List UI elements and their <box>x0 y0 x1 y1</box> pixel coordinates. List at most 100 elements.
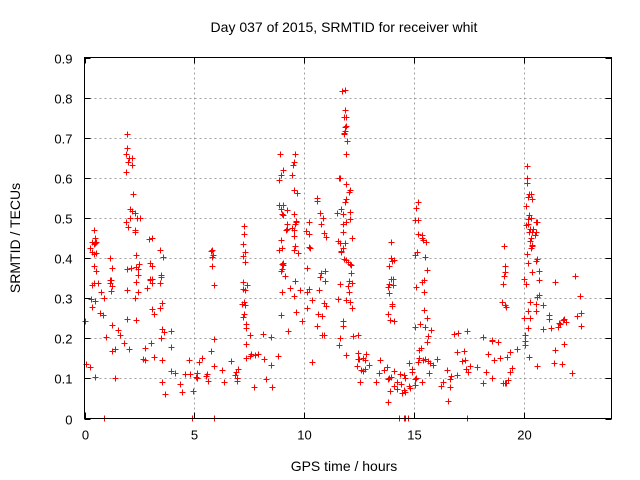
data-point <box>108 288 115 295</box>
data-point <box>428 327 435 334</box>
data-point <box>132 295 139 302</box>
data-point <box>444 367 451 374</box>
data-point <box>142 357 149 364</box>
data-point <box>209 263 216 270</box>
data-point <box>465 369 472 376</box>
data-point <box>134 215 141 222</box>
data-point <box>205 378 212 385</box>
data-point <box>127 215 134 222</box>
data-point <box>317 274 324 281</box>
data-point <box>279 211 286 218</box>
data-point <box>309 297 316 304</box>
data-point <box>548 325 555 332</box>
data-point <box>89 304 96 311</box>
data-point <box>401 372 408 379</box>
data-point <box>578 310 585 317</box>
data-point <box>397 371 404 378</box>
data-point <box>268 362 275 369</box>
data-point <box>233 369 240 376</box>
data-point <box>462 357 469 364</box>
data-point <box>211 363 218 370</box>
data-point <box>234 378 241 385</box>
data-point <box>135 272 142 279</box>
data-point <box>148 340 155 347</box>
data-point <box>291 247 298 254</box>
data-point <box>92 374 99 381</box>
data-point <box>402 375 409 382</box>
data-point <box>292 151 299 158</box>
data-point <box>144 285 151 292</box>
data-point <box>241 231 248 238</box>
data-point <box>160 254 167 261</box>
data-point <box>255 351 262 358</box>
data-point <box>399 390 406 397</box>
data-point <box>318 270 325 277</box>
data-point <box>132 227 139 234</box>
data-point <box>406 360 413 367</box>
data-point <box>434 356 441 363</box>
data-points <box>82 87 585 422</box>
data-point <box>321 332 328 339</box>
data-point <box>292 243 299 250</box>
data-point <box>284 207 291 214</box>
data-point <box>485 351 492 358</box>
data-point <box>240 314 247 321</box>
data-point <box>243 341 250 348</box>
data-point <box>489 375 496 382</box>
data-point <box>509 365 516 372</box>
data-point <box>211 282 218 289</box>
data-point <box>426 370 433 377</box>
data-point <box>290 162 297 169</box>
data-point <box>391 368 398 375</box>
data-point <box>293 309 300 316</box>
data-point <box>252 352 259 359</box>
data-point <box>87 364 94 371</box>
data-point <box>304 265 311 272</box>
data-point <box>376 370 383 377</box>
data-point <box>92 240 99 247</box>
data-point <box>546 312 553 319</box>
data-point <box>419 379 426 386</box>
data-point <box>242 249 249 256</box>
data-point <box>416 355 423 362</box>
data-point <box>514 346 521 353</box>
data-point <box>251 384 258 391</box>
data-point <box>125 224 132 231</box>
data-point <box>284 226 291 233</box>
data-point <box>480 334 487 341</box>
data-point <box>526 354 533 361</box>
data-point <box>268 334 275 341</box>
data-point <box>522 342 529 349</box>
data-point <box>440 379 447 386</box>
data-point <box>240 241 247 248</box>
data-point <box>412 376 419 383</box>
data-point <box>438 383 445 390</box>
data-point <box>407 385 414 392</box>
data-point <box>240 253 247 260</box>
data-point <box>291 227 298 234</box>
data-point <box>337 335 344 342</box>
data-point <box>413 375 420 382</box>
data-point <box>157 305 164 312</box>
data-point <box>243 321 250 328</box>
data-point <box>126 346 133 353</box>
data-point <box>93 268 100 275</box>
data-point <box>454 349 461 356</box>
data-point <box>381 367 388 374</box>
data-point <box>168 328 175 335</box>
data-point <box>159 300 166 307</box>
data-point <box>193 374 200 381</box>
data-point <box>117 332 124 339</box>
data-point <box>157 280 164 287</box>
data-point <box>495 339 502 346</box>
data-point <box>321 230 328 237</box>
data-point <box>133 252 140 259</box>
data-point <box>363 351 370 358</box>
data-point <box>91 227 98 234</box>
data-point <box>377 357 384 364</box>
data-point <box>280 167 287 174</box>
data-point <box>123 169 130 176</box>
data-point <box>425 358 432 365</box>
data-point <box>552 347 559 354</box>
data-point <box>244 282 251 289</box>
